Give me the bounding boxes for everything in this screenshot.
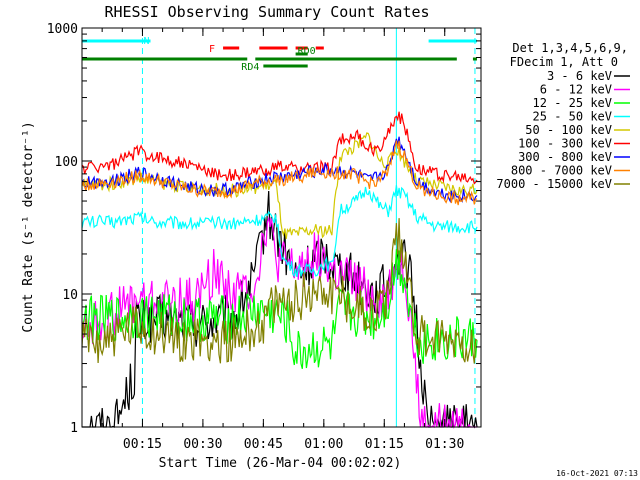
y-tick-label-2: 100 bbox=[55, 155, 78, 170]
legend-label-7: 800 - 7000 keV bbox=[511, 164, 612, 178]
series-group bbox=[81, 111, 478, 430]
flag-label-rd4: RD4 bbox=[241, 62, 259, 73]
legend-label-4: 50 - 100 keV bbox=[525, 123, 612, 137]
legend-header-2: FDecim 1, Att 0 bbox=[510, 55, 618, 69]
x-tick-label-5: 01:30 bbox=[425, 437, 464, 452]
legend: Det 1,3,4,5,6,9, FDecim 1, Att 0 3 - 6 k… bbox=[496, 41, 630, 191]
legend-header-1: Det 1,3,4,5,6,9, bbox=[512, 41, 628, 55]
status-flags: N F RD0 RD4 bbox=[82, 36, 477, 73]
y-tick-label-3: 1000 bbox=[47, 22, 78, 37]
series-line-3 bbox=[81, 185, 478, 278]
legend-label-3: 25 - 50 keV bbox=[533, 110, 612, 124]
x-tick-label-3: 01:00 bbox=[304, 437, 343, 452]
x-tick-label-0: 00:15 bbox=[123, 437, 162, 452]
flag-label-rd0: RD0 bbox=[298, 46, 316, 57]
timestamp: 16-Oct-2021 07:13 bbox=[556, 469, 638, 478]
series-line-5 bbox=[81, 111, 478, 185]
x-axis-label: Start Time (26-Mar-04 00:02:02) bbox=[159, 456, 402, 471]
legend-label-8: 7000 - 15000 keV bbox=[496, 177, 612, 191]
series-line-4 bbox=[81, 132, 478, 239]
flag-label-n: N bbox=[143, 36, 149, 47]
series-line-0 bbox=[82, 190, 478, 429]
series-line-1 bbox=[81, 216, 477, 430]
series-line-2 bbox=[81, 249, 478, 369]
series-line-7 bbox=[81, 140, 478, 206]
axes: 00:15 00:30 00:45 01:00 01:15 01:30 1 10 100 1000 bbox=[47, 22, 481, 452]
x-tick-label-4: 01:15 bbox=[365, 437, 404, 452]
plot-frame bbox=[81, 27, 482, 428]
legend-label-6: 300 - 800 keV bbox=[518, 150, 612, 164]
legend-label-1: 6 - 12 keV bbox=[540, 83, 612, 97]
flag-label-f: F bbox=[209, 44, 215, 55]
legend-label-5: 100 - 300 keV bbox=[518, 137, 612, 151]
x-tick-label-1: 00:30 bbox=[183, 437, 222, 452]
chart-title: RHESSI Observing Summary Count Rates bbox=[104, 3, 429, 21]
series-line-8 bbox=[81, 218, 478, 364]
y-tick-label-0: 1 bbox=[70, 421, 78, 436]
legend-label-0: 3 - 6 keV bbox=[547, 69, 612, 83]
legend-label-2: 12 - 25 keV bbox=[533, 96, 612, 110]
y-tick-label-1: 10 bbox=[62, 288, 78, 303]
x-tick-label-2: 00:45 bbox=[244, 437, 283, 452]
y-axis-label: Count Rate (s⁻¹ detector⁻¹) bbox=[21, 121, 36, 332]
